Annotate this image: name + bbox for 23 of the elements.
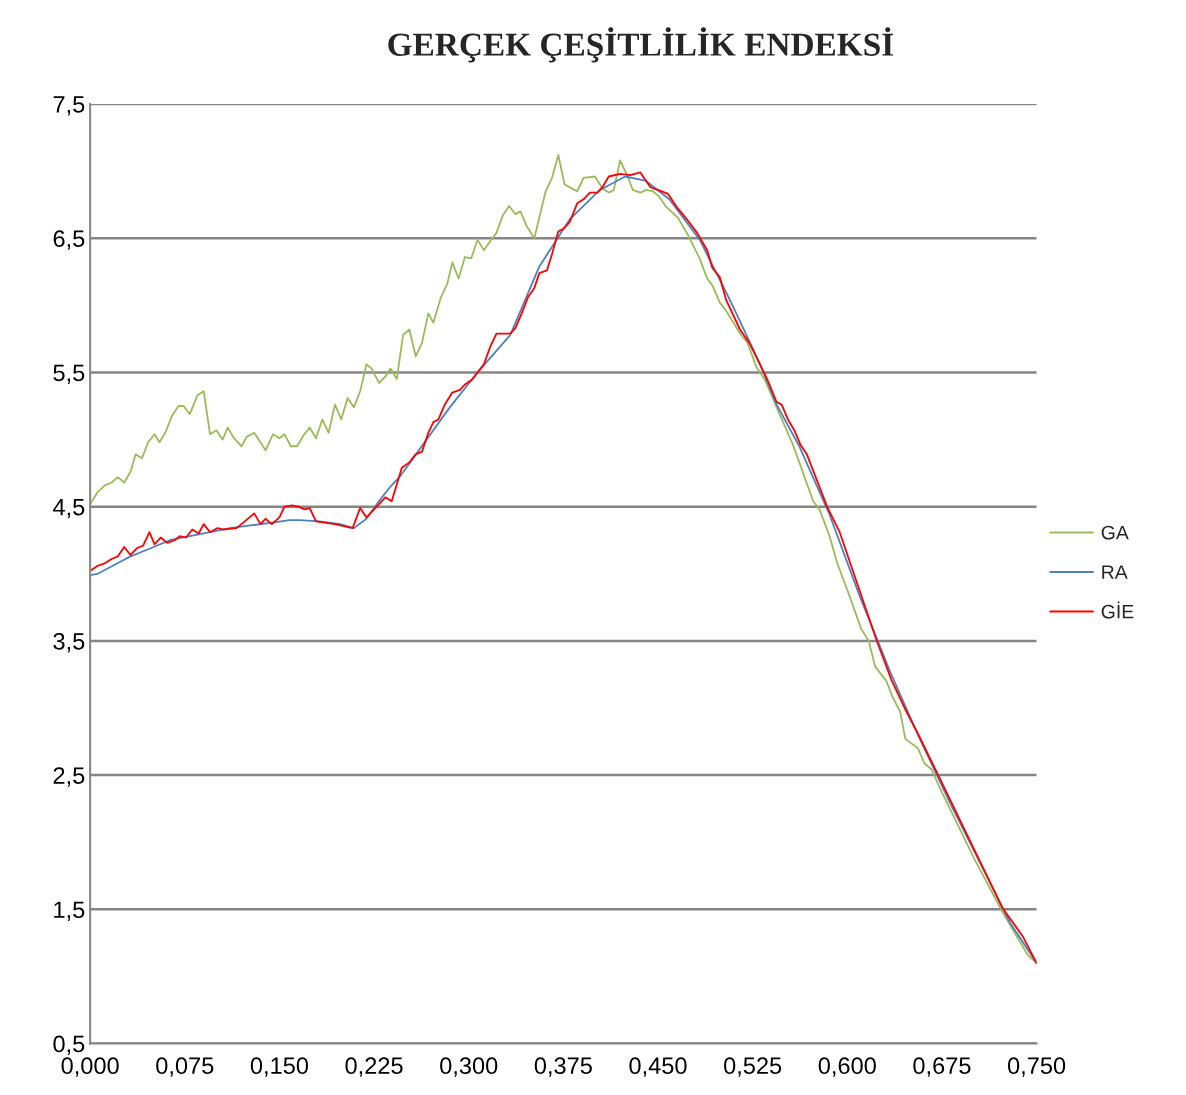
legend-label: GA — [1101, 525, 1129, 540]
y-tick-label: 2,5 — [53, 767, 85, 787]
legend-label: RA — [1102, 565, 1128, 579]
x-tick-label: 0,600 — [818, 1057, 876, 1077]
x-tick-label: 0,300 — [440, 1057, 498, 1077]
x-tick-label: 0,150 — [250, 1057, 309, 1077]
y-tick-label: 3,5 — [53, 632, 85, 653]
x-tick-label: 0,525 — [724, 1057, 782, 1077]
legend-label: GİE — [1101, 601, 1134, 619]
x-tick-label: 0,075 — [156, 1057, 214, 1077]
y-tick-label: 7,5 — [53, 96, 85, 116]
y-tick-label: 1,5 — [54, 901, 85, 921]
x-tick-label: 0,225 — [345, 1057, 403, 1077]
x-tick-label: 0,000 — [61, 1057, 119, 1077]
y-tick-label: 6,5 — [53, 230, 85, 250]
chart-title: GERÇEK ÇEŞİTLİLİK ENDEKSİ — [388, 27, 894, 63]
x-tick-label: 0,450 — [629, 1057, 687, 1077]
x-tick-label: 0,375 — [534, 1057, 592, 1077]
x-tick-label: 0,750 — [1007, 1057, 1066, 1077]
y-tick-label: 4,5 — [53, 498, 85, 519]
y-tick-label: 0,5 — [53, 1035, 85, 1056]
x-tick-label: 0,675 — [913, 1057, 971, 1077]
y-tick-label: 5,5 — [53, 364, 85, 385]
